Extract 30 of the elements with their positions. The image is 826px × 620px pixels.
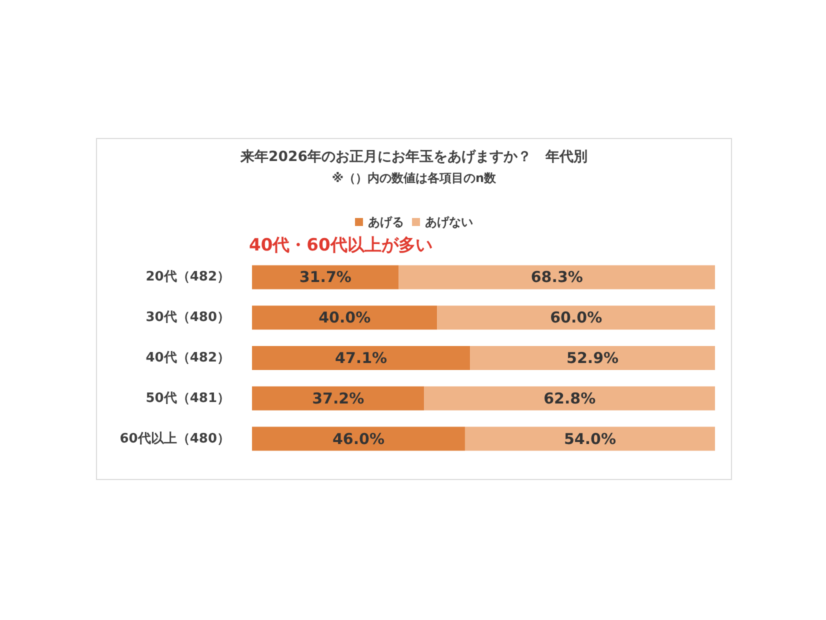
bar [424,386,715,410]
chart-title: 来年2026年のお正月にお年玉をあげますか？ 年代別 [240,149,588,165]
y-tick-label: 40代（482） [146,350,230,366]
data-label: 54.0% [564,430,616,448]
data-label: 68.3% [530,268,583,286]
data-label: 40.0% [318,308,371,327]
bar [437,306,715,330]
bar [252,265,399,290]
chart-subtitle: ※（）内の数値は各項目のn数 [332,171,498,185]
y-tick-label: 60代以上（480） [120,431,230,446]
bar [252,426,465,451]
bar [470,346,715,370]
bar [398,265,715,290]
data-label: 46.0% [332,430,385,448]
data-label: 62.8% [544,389,596,408]
data-label: 60.0% [550,308,602,327]
y-tick-label: 30代（480） [146,310,230,326]
data-label: 52.9% [566,349,619,367]
legend-label: あげる [368,215,404,229]
bar [464,426,715,451]
bar [252,346,470,370]
text: 40代・60代以上が多い [249,236,432,256]
y-tick-label: 50代（481） [146,390,230,406]
data-label: 37.2% [312,389,364,408]
bar [252,306,438,330]
legend-label: あげない [425,215,473,229]
y-tick-label: 20代（482） [146,270,230,285]
data-label: 47.1% [335,349,388,367]
data-label: 31.7% [299,268,352,286]
bar [252,386,424,410]
